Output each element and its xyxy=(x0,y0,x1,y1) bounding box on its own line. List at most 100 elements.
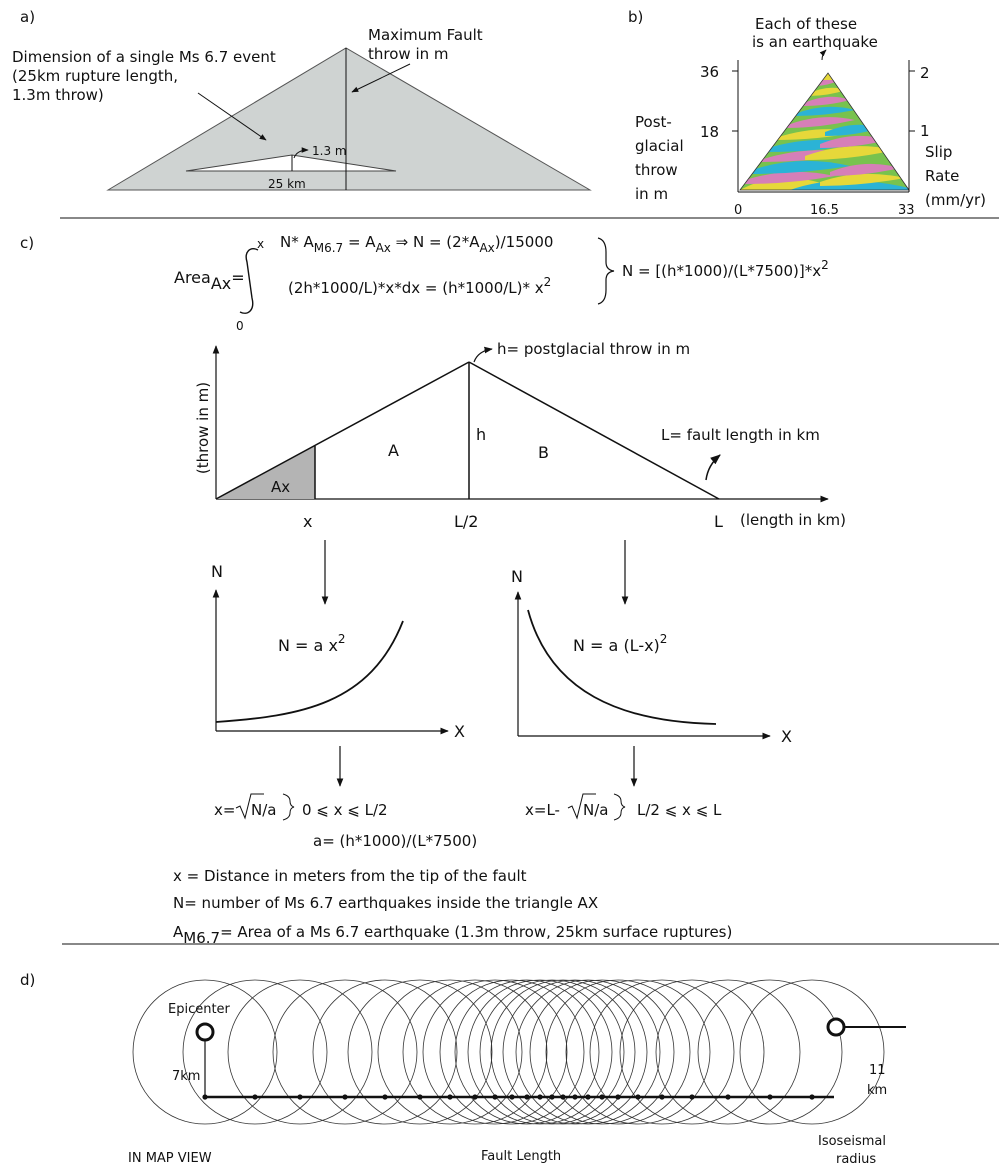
x-axis-label: (length in km) xyxy=(740,511,846,529)
panel-c-label: c) xyxy=(20,234,34,252)
tick-label-18: 18 xyxy=(700,123,719,141)
eq-line-1: N* AM6.7 = AAx ⇒ N = (2*AAx)/15000 xyxy=(280,233,553,255)
peak-label: h= postglacial throw in m xyxy=(497,340,690,358)
isoseismal-circle xyxy=(619,979,765,1125)
epicenter-dot xyxy=(572,1094,578,1100)
left-graph-y-label: N xyxy=(211,562,223,581)
left-title-2: glacial xyxy=(635,137,684,155)
right-title-2: Rate xyxy=(925,167,959,185)
sol-left-prefix: x= xyxy=(214,801,235,819)
isoseismal-circle xyxy=(347,979,493,1125)
area-b-label: B xyxy=(538,443,549,462)
sol-left-range: 0 ⩽ x ⩽ L/2 xyxy=(302,801,388,819)
panel-b-label: b) xyxy=(628,8,643,26)
rising-edge xyxy=(215,361,470,500)
tick-label-36: 36 xyxy=(700,63,719,81)
epicenter-dot xyxy=(492,1094,498,1100)
left-title-4: in m xyxy=(635,185,668,203)
epicenter-dot xyxy=(585,1094,591,1100)
right-graph-x-label: X xyxy=(781,727,792,746)
epicenter-dot xyxy=(447,1094,453,1100)
epicenter-label: Epicenter xyxy=(168,1002,231,1017)
epicenter-dot xyxy=(809,1094,815,1100)
epicenter-dot xyxy=(659,1094,665,1100)
integral-sign xyxy=(239,248,259,314)
x-tick-16-5: 16.5 xyxy=(810,203,839,218)
epicenter-dot xyxy=(767,1094,773,1100)
fault-length-label: L= fault length in km xyxy=(661,426,820,444)
single-event-triangle xyxy=(185,154,397,172)
left-graph-formula: N = a x2 xyxy=(278,632,346,655)
half-tick: L/2 xyxy=(454,512,478,531)
fault-length-arrow xyxy=(705,454,721,481)
isoseismal-circles xyxy=(132,979,885,1125)
max-throw-label-1: Maximum Fault xyxy=(368,26,483,44)
right-graph-y-label: N xyxy=(511,567,523,586)
isoseismal-circle xyxy=(529,979,675,1125)
epicenter-dot xyxy=(549,1094,555,1100)
length-value: 25 km xyxy=(268,177,306,191)
panel-d-label: d) xyxy=(20,971,35,989)
l-tick: L xyxy=(714,512,723,531)
left-title-3: throw xyxy=(635,161,678,179)
right-title-1: Slip xyxy=(925,143,952,161)
left-title-1: Post- xyxy=(635,113,672,131)
epicenter-dots xyxy=(202,1094,815,1100)
epicenter-dot xyxy=(689,1094,695,1100)
epicenter-dot xyxy=(252,1094,258,1100)
epicenter-dot xyxy=(202,1094,208,1100)
sol-right-root: N/a xyxy=(583,801,608,819)
right-graph-formula: N = a (L-x)2 xyxy=(573,632,667,655)
integral-lower: 0 xyxy=(236,319,244,333)
isoseismal-circle xyxy=(565,979,711,1125)
single-event-label-2: (25km rupture length, xyxy=(12,67,178,85)
epicenter-dot xyxy=(509,1094,515,1100)
isoseismal-circle xyxy=(227,979,373,1125)
isoseismal-circle xyxy=(739,979,885,1125)
isoseismal-circle xyxy=(402,979,548,1125)
x-tick: x xyxy=(303,512,312,531)
isoseismal-label-2: radius xyxy=(836,1152,876,1167)
tick-label-1: 1 xyxy=(920,122,930,140)
throw-value: 1.3 m xyxy=(312,144,347,158)
fault-length-caption: Fault Length xyxy=(481,1149,561,1164)
eq-annotation-arrow xyxy=(819,49,827,61)
sol-right-range: L/2 ⩽ x ⩽ L xyxy=(637,801,722,819)
isoseismal-circle xyxy=(545,979,691,1125)
eq-annotation-2: is an earthquake xyxy=(752,33,878,51)
a-definition: a= (h*1000)/(L*7500) xyxy=(313,832,477,850)
isoseismal-circle xyxy=(467,979,613,1125)
epicenter-dot xyxy=(725,1094,731,1100)
epicenter-dot xyxy=(599,1094,605,1100)
single-event-label-1: Dimension of a single Ms 6.7 event xyxy=(12,48,276,66)
isoseismal-circle xyxy=(589,979,735,1125)
eq-area: AreaAx= xyxy=(174,268,245,293)
def-x: x = Distance in meters from the tip of t… xyxy=(173,867,527,885)
isoseismal-circle xyxy=(439,979,585,1125)
def-n: N= number of Ms 6.7 earthquakes inside t… xyxy=(173,894,598,912)
map-view-label: IN MAP VIEW xyxy=(128,1151,212,1166)
area-ax-label: Ax xyxy=(271,478,290,496)
epicenter-dot xyxy=(537,1094,543,1100)
epicenter-dot xyxy=(382,1094,388,1100)
sol-left-root: N/a xyxy=(251,801,276,819)
throw-arrow xyxy=(293,147,309,159)
epicenter-dot xyxy=(635,1094,641,1100)
radius-label-1: 11 xyxy=(869,1063,886,1078)
earthquake-stack xyxy=(740,73,909,190)
isoseismal-circle xyxy=(454,979,600,1125)
single-event-arrow xyxy=(197,92,267,141)
sol-right-prefix: x=L- xyxy=(525,801,560,819)
eq-annotation-1: Each of these xyxy=(755,15,857,33)
left-graph-curve xyxy=(215,620,404,723)
isoseismal-circle xyxy=(655,979,801,1125)
isoseismal-circle xyxy=(272,979,418,1125)
x-tick-0: 0 xyxy=(734,203,742,218)
depth-label: 7km xyxy=(172,1069,200,1084)
epicenter-marker-right xyxy=(826,1017,846,1037)
x-tick-33: 33 xyxy=(898,203,915,218)
isoseismal-circle xyxy=(697,979,843,1125)
falling-edge xyxy=(468,361,720,500)
brace-right xyxy=(597,237,615,305)
